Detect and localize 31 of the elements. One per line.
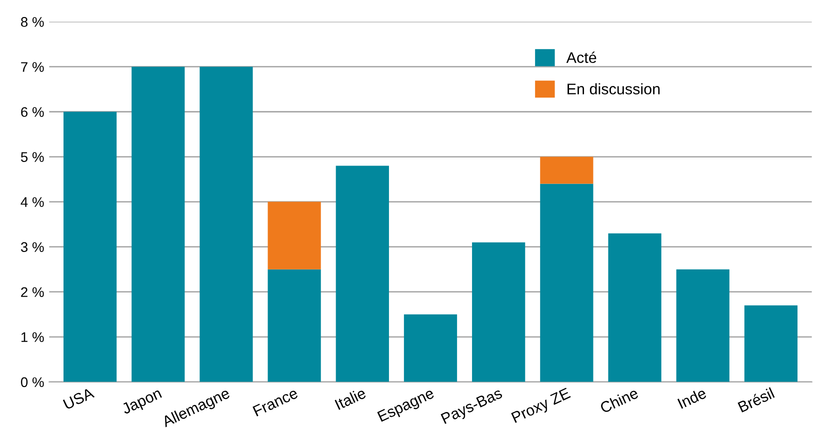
bar [200,66,253,382]
bar [132,66,185,382]
bar [472,242,526,382]
bar [744,305,798,382]
x-tick-label: Japon [120,388,164,418]
bar [608,233,662,382]
x-tick-label: Brésil [737,387,775,413]
y-tick-label: 5 % [20,152,44,162]
x-tick-label: Proxy ZE [511,388,572,426]
y-tick-label: 1 % [21,332,44,342]
bar [64,112,117,382]
x-tick-label: Chine [599,387,639,414]
bar [676,269,730,382]
bar [336,166,389,382]
bar [268,269,321,382]
y-tick-label: 7 % [21,62,44,72]
y-tick-label: 0 % [20,377,44,388]
x-tick-label: Inde [677,387,707,409]
y-tick-label: 2 % [21,287,44,297]
x-tick-label: USA [62,387,95,410]
bar [268,202,321,270]
x-tick-label: Italie [334,387,367,410]
y-tick-label: 6 % [21,107,44,117]
bar [404,314,458,382]
y-tick-label: 3 % [20,242,44,252]
bar [540,184,594,382]
y-tick-label: 4 % [20,197,44,207]
y-tick-label: 8 % [21,17,44,27]
bar [540,156,594,184]
legend-label: Acté [566,52,596,63]
legend-label: En discussion [568,83,660,94]
